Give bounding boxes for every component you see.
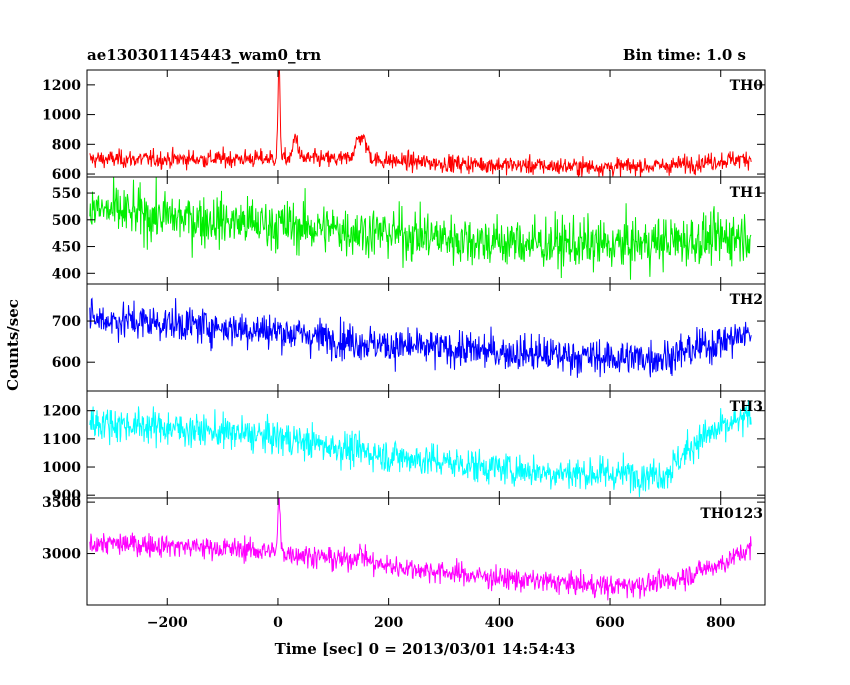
y-tick-label: 1200 <box>42 78 81 94</box>
series-th1 <box>89 177 752 280</box>
y-axis-label: Counts/sec <box>4 299 22 391</box>
series-th0 <box>89 70 752 177</box>
panel-th0123: 3000 3500 TH0123 <box>42 495 766 606</box>
y-tick-label: 800 <box>52 137 81 153</box>
y-tick-label: 450 <box>52 240 81 256</box>
panel-name-label: TH3 <box>730 399 763 415</box>
y-tick-label: 500 <box>52 213 81 229</box>
y-tick-label: 900 <box>52 488 81 504</box>
y-tick-label: 1000 <box>42 460 81 476</box>
y-tick-label: 1200 <box>42 404 81 420</box>
x-axis-label: Time [sec] 0 = 2013/03/01 14:54:43 <box>275 640 576 658</box>
y-tick-label: 400 <box>52 266 81 282</box>
x-tick-label: 200 <box>374 615 403 631</box>
panel-name-label: TH1 <box>730 185 763 201</box>
x-axis: −200 0 200 400 600 800 <box>147 615 736 631</box>
y-tick-label: 1000 <box>42 108 81 124</box>
y-tick-label: 600 <box>52 355 81 371</box>
panel-name-label: TH0 <box>730 78 764 94</box>
series-th2 <box>89 297 752 378</box>
chart-title: ae130301145443_wam0_trn <box>87 46 321 64</box>
series-th3 <box>89 399 752 498</box>
series-th0123 <box>89 498 752 601</box>
x-tick-label: 400 <box>485 615 514 631</box>
y-tick-label: 3000 <box>42 547 81 563</box>
y-tick-label: 1100 <box>42 432 81 448</box>
panel-frame <box>86 283 766 392</box>
x-tick-label: −200 <box>147 615 188 631</box>
y-tick-label: 600 <box>52 167 81 183</box>
panel-th2: 600 700 TH2 <box>52 283 766 392</box>
panels-group: 600 800 1000 1200 TH0 400 450 500 550 TH1 600 700 TH… <box>42 69 766 606</box>
bin-time-label: Bin time: 1.0 s <box>623 46 746 64</box>
x-tick-label: 600 <box>595 615 624 631</box>
panel-th0: 600 800 1000 1200 TH0 <box>42 69 766 183</box>
y-tick-label: 550 <box>52 186 81 202</box>
x-tick-label: 800 <box>706 615 735 631</box>
y-tick-label: 3500 <box>42 495 81 511</box>
panel-name-label: TH2 <box>730 292 763 308</box>
panel-th1: 400 450 500 550 TH1 <box>52 176 766 285</box>
panel-frame <box>86 497 766 606</box>
panel-name-label: TH0123 <box>700 506 763 522</box>
panel-th3: 900 1000 1100 1200 TH3 <box>42 390 766 504</box>
x-tick-label: 0 <box>273 615 283 631</box>
y-tick-label: 700 <box>52 314 81 330</box>
